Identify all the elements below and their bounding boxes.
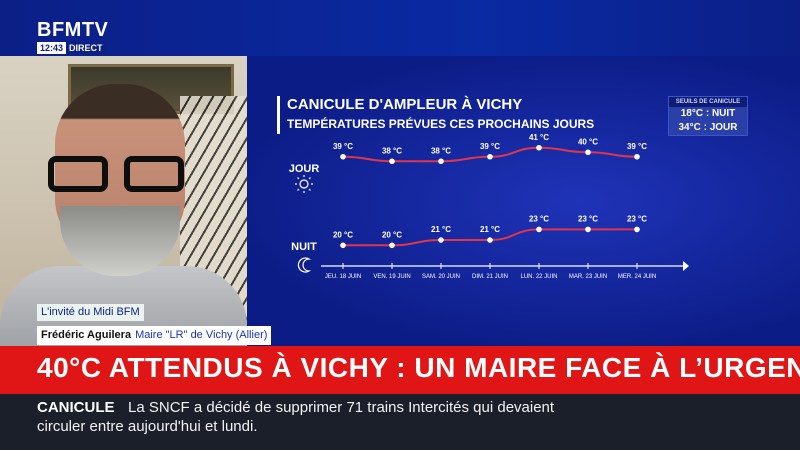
data-point [389, 158, 395, 165]
temperature-chart: JOUR NUIT JEU. 18 JUIN VEN. 19 JUIN SAM. 2… [289, 133, 689, 280]
title-accent-bar [277, 96, 280, 134]
tick-label: MER. 24 JUIN [618, 274, 656, 280]
live-indicator: DIRECT [66, 42, 106, 54]
data-point [487, 153, 493, 160]
data-label: 40 °C [578, 137, 598, 146]
thresholds-heading: SEUILS DE CANICULE [675, 99, 741, 105]
threshold-day: 34°C : JOUR [669, 121, 747, 135]
data-point [340, 242, 346, 249]
weather-infographic: CANICULE D'AMPLEUR À VICHY TEMPÉRATURES … [247, 56, 800, 346]
tick-label: LUN. 22 JUIN [520, 274, 557, 280]
headline-text: 40°C ATTENDUS À VICHY : UN MAIRE FACE À … [37, 352, 800, 383]
data-label: 20 °C [333, 230, 353, 239]
data-label: 38 °C [431, 146, 451, 155]
clock-time: 12:43 [37, 42, 67, 54]
guest-tag: L'invité du Midi BFM [37, 304, 144, 321]
night-label: NUIT [291, 241, 317, 253]
headline-banner [0, 346, 800, 394]
clock-badge: 12:43 DIRECT [37, 42, 106, 54]
data-label: 21 °C [431, 225, 451, 234]
time-axis: JEU. 18 JUIN VEN. 19 JUIN SAM. 20 JUIN DIM.… [321, 261, 689, 280]
ticker-label: CANICULE [37, 399, 115, 416]
data-label: 41 °C [529, 133, 549, 142]
sun-icon [295, 175, 313, 193]
data-label: 23 °C [627, 214, 647, 223]
guest-role: Maire "LR" de Vichy (Allier) [135, 329, 268, 341]
tick-label: MAR. 23 JUIN [569, 274, 607, 280]
data-point [438, 237, 444, 243]
data-label: 39 °C [480, 142, 500, 151]
series-group: 39 °C 38 °C 38 °C 39 °C 41 °C 40 °C 39 °C 20 °C… [333, 133, 647, 249]
data-point [634, 153, 640, 160]
data-label: 23 °C [578, 214, 598, 223]
data-label: 20 °C [382, 230, 402, 239]
data-point [536, 144, 542, 151]
data-point [487, 237, 493, 243]
guest-identity: Frédéric Aguilera Maire "LR" de Vichy (A… [37, 326, 272, 345]
data-label: 23 °C [529, 214, 549, 223]
threshold-night: 18°C : NUIT [669, 107, 747, 121]
data-label: 39 °C [333, 142, 353, 151]
data-point [389, 242, 395, 249]
channel-logo: BFMTV [37, 19, 109, 41]
guest-glasses [48, 156, 184, 194]
glasses-lens-right [124, 156, 184, 192]
data-label: 39 °C [627, 142, 647, 151]
tick-label: JEU. 18 JUIN [325, 274, 361, 280]
infographic-title: CANICULE D'AMPLEUR À VICHY [287, 96, 523, 113]
ticker-text-line1: La SNCF a décidé de supprimer 71 trains … [128, 399, 555, 416]
data-point [438, 158, 444, 165]
axis-arrow [683, 261, 689, 271]
data-point [536, 226, 542, 233]
glasses-lens-left [48, 156, 108, 192]
data-point [585, 149, 591, 156]
day-label: JOUR [289, 163, 320, 175]
news-ticker [0, 394, 800, 450]
top-bar [0, 0, 800, 56]
data-point [634, 226, 640, 233]
data-label: 21 °C [480, 225, 500, 234]
tick-label: DIM. 21 JUIN [472, 274, 508, 280]
moon-icon [297, 257, 312, 273]
guest-video-feed [0, 56, 247, 346]
guest-name: Frédéric Aguilera [41, 329, 132, 341]
data-point [585, 226, 591, 233]
data-point [340, 153, 346, 160]
data-label: 38 °C [382, 146, 402, 155]
heatwave-thresholds-box: SEUILS DE CANICULE 18°C : NUIT 34°C : JO… [668, 96, 748, 136]
tick-label: SAM. 20 JUIN [422, 274, 460, 280]
tick-label: VEN. 19 JUIN [373, 274, 410, 280]
infographic-subtitle: TEMPÉRATURES PRÉVUES CES PROCHAINS JOURS [287, 117, 595, 131]
ticker-text-line2: circuler entre aujourd'hui et lundi. [37, 418, 258, 435]
